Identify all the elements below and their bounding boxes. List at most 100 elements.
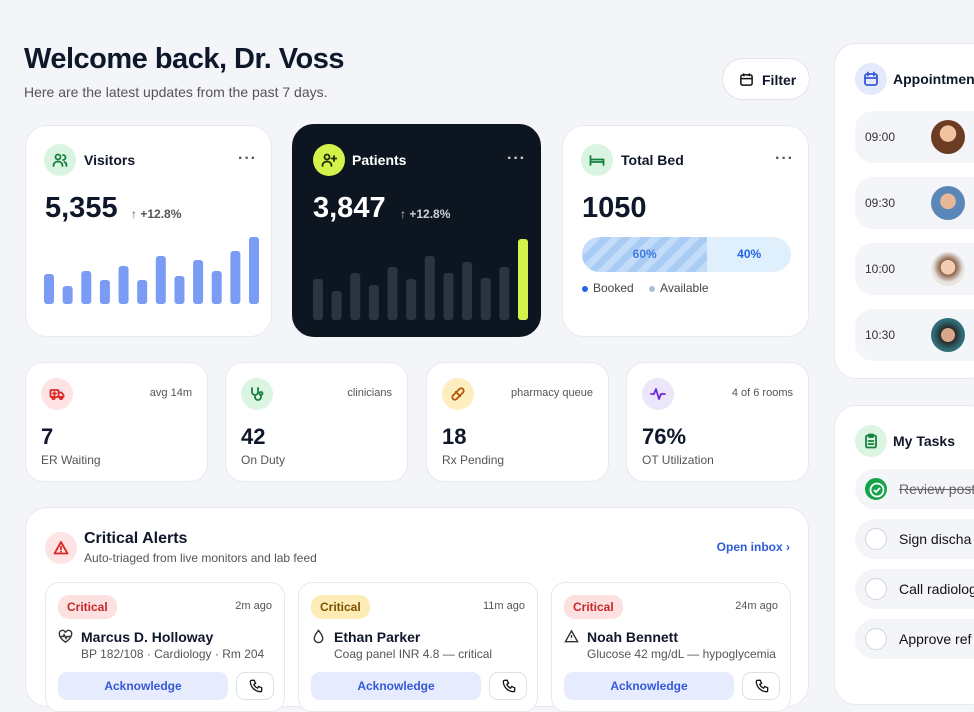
- metric-label: OT Utilization: [642, 453, 714, 467]
- legend: Booked Available: [582, 281, 709, 295]
- menu-dots[interactable]: ···: [507, 150, 526, 167]
- spark-bar: [193, 260, 204, 304]
- appointment-row[interactable]: 09:00: [855, 111, 974, 163]
- spark-bar: [249, 237, 259, 304]
- stat-value: 5,355: [45, 192, 118, 224]
- patients-card: Patients ··· 3,847 ↑ +12.8%: [292, 124, 541, 337]
- icon: [241, 378, 273, 410]
- acknowledge-button[interactable]: Acknowledge: [58, 672, 228, 700]
- alert-time: 2m ago: [235, 600, 272, 612]
- task-row[interactable]: Approve ref: [855, 619, 974, 659]
- alerts-title: Critical Alerts: [84, 530, 188, 547]
- task-row[interactable]: Review post: [855, 469, 974, 509]
- metric-label: Rx Pending: [442, 453, 505, 467]
- spark-bar: [118, 266, 129, 304]
- task-text: Sign discha: [899, 531, 972, 547]
- metric-card: clinicians 42 On Duty: [225, 362, 408, 482]
- metric-value: 76%: [642, 424, 687, 449]
- spark-bar: [211, 271, 222, 304]
- call-button[interactable]: [489, 672, 527, 700]
- metric-value: 18: [442, 424, 467, 449]
- appointment-row[interactable]: 10:30: [855, 309, 974, 361]
- spark-bar: [443, 273, 454, 320]
- appointment-time: 10:30: [865, 328, 896, 342]
- metric-card: avg 14m 7 ER Waiting: [25, 362, 208, 482]
- page: {"header":{"title":"Welcome back, Dr. Vo…: [24, 43, 974, 712]
- filter-button[interactable]: Filter: [722, 58, 810, 100]
- spark-bar: [174, 276, 185, 304]
- acknowledge-button[interactable]: Acknowledge: [311, 672, 481, 700]
- change-text: +12.8%: [409, 207, 451, 221]
- task-checkbox[interactable]: [865, 528, 887, 550]
- acknowledge-button[interactable]: Acknowledge: [564, 672, 734, 700]
- appointments-card: Appointment 09:00 09:30 10:00 10:30: [834, 43, 974, 379]
- appointments-title: Appointment: [893, 71, 974, 87]
- task-row[interactable]: Call radiolog: [855, 569, 974, 609]
- metric-note: 4 of 6 rooms: [731, 387, 793, 399]
- spark-bar: [387, 267, 398, 320]
- metric-note: clinicians: [347, 387, 392, 399]
- appointment-time: 09:30: [865, 196, 896, 210]
- metric-value: 42: [241, 424, 266, 449]
- tasks-card: My Tasks Review post Sign discha Call radi…: [834, 405, 974, 705]
- beds-card: Total Bed ··· 1050 60% 40% Booked Availa…: [562, 125, 809, 337]
- task-checkbox[interactable]: [865, 628, 887, 650]
- severity-badge: Critical: [58, 595, 117, 619]
- stat-label: Visitors: [84, 152, 136, 168]
- alert-time: 24m ago: [735, 600, 778, 612]
- task-row[interactable]: Sign discha: [855, 519, 974, 559]
- call-button[interactable]: [236, 672, 274, 700]
- alert-detail: Coag panel INR 4.8 — critical: [334, 647, 493, 661]
- spark-bar: [350, 273, 361, 320]
- icon: [41, 378, 73, 410]
- legend-item: Available: [660, 281, 709, 295]
- appointment-time: 10:00: [865, 262, 896, 276]
- booked-segment: 60%: [582, 237, 708, 272]
- appointment-row[interactable]: 09:30: [855, 177, 974, 229]
- severity-badge: Critical: [564, 595, 623, 619]
- alert-card: Critical 11m ago Ethan Parker Coag panel…: [298, 582, 538, 712]
- menu-dots[interactable]: ···: [775, 150, 794, 167]
- tasks-title: My Tasks: [893, 433, 955, 449]
- stat-value: 3,847: [313, 192, 386, 224]
- task-checkbox[interactable]: [865, 478, 887, 500]
- alert-card: Critical 2m ago Marcus D. Holloway BP 18…: [45, 582, 285, 712]
- sparkbars: [44, 237, 259, 304]
- task-text: Call radiolog: [899, 581, 974, 597]
- stat-change: ↑ +12.8%: [400, 207, 451, 221]
- task-checkbox[interactable]: [865, 578, 887, 600]
- patient-name: Noah Bennett: [587, 629, 678, 645]
- icon: [855, 63, 887, 95]
- patient-name: Marcus D. Holloway: [81, 629, 214, 645]
- task-text: Review post: [899, 481, 974, 497]
- call-button[interactable]: [742, 672, 780, 700]
- alert-detail: BP 182/108 · Cardiology · Rm 204: [81, 647, 265, 661]
- metric-note: avg 14m: [149, 387, 192, 399]
- icon: [45, 532, 77, 564]
- spark-bar: [368, 285, 379, 320]
- metric-value: 7: [41, 424, 54, 449]
- available-label: 40%: [737, 247, 762, 261]
- filter-label: Filter: [762, 72, 797, 88]
- open-inbox-link[interactable]: Open inbox ›: [716, 540, 790, 554]
- metric-label: On Duty: [241, 453, 286, 467]
- alerts-subtitle: Auto-triaged from live monitors and lab …: [84, 551, 317, 565]
- icon: [855, 425, 887, 457]
- spark-bar: [99, 280, 110, 304]
- appointment-row[interactable]: 10:00: [855, 243, 974, 295]
- spark-bar: [406, 279, 417, 320]
- sparkbars: [313, 239, 528, 320]
- patient-name: Ethan Parker: [334, 629, 421, 645]
- spark-bar: [230, 251, 241, 304]
- menu-dots[interactable]: ···: [238, 150, 257, 167]
- icon: [44, 144, 76, 176]
- severity-badge: Critical: [311, 595, 370, 619]
- alerts-card: Critical Alerts Auto-triaged from live m…: [25, 507, 809, 712]
- spark-bar: [44, 274, 54, 304]
- spark-bar: [81, 271, 92, 304]
- spark-bar: [424, 256, 435, 320]
- booked-label: 60%: [632, 247, 657, 261]
- page-title: Welcome back, Dr. Voss: [24, 43, 344, 75]
- alert-time: 11m ago: [483, 600, 525, 612]
- stat-value: 1050: [582, 192, 647, 224]
